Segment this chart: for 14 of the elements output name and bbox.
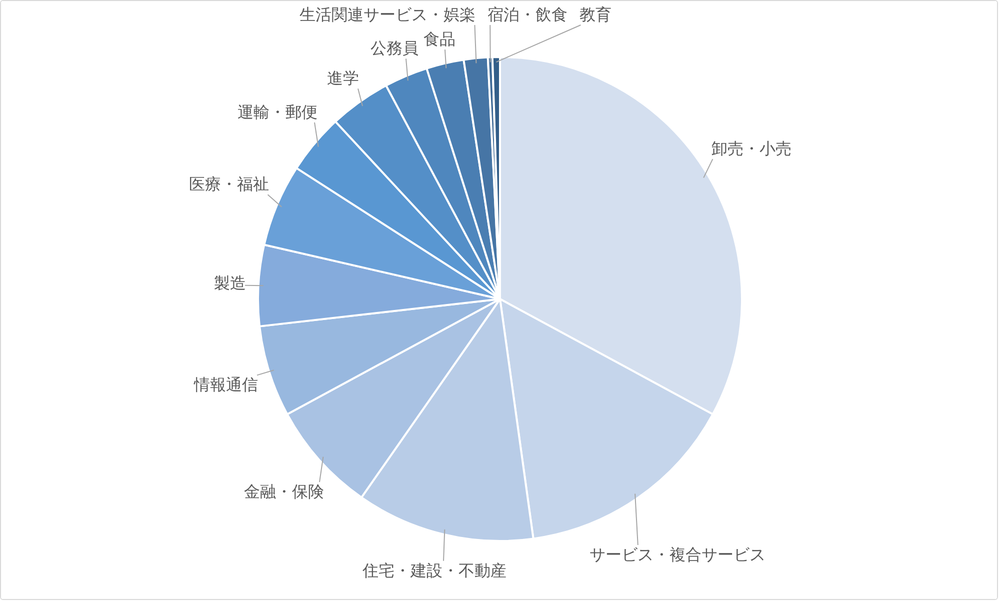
slice-label: 生活関連サービス・娯楽 xyxy=(300,5,476,24)
slice-label: 医療・福祉 xyxy=(188,174,269,194)
slice-label: 情報通信 xyxy=(193,375,258,394)
slice-label: 製造 xyxy=(214,274,246,293)
slice-label: 進学 xyxy=(327,68,360,88)
slice-label: 住宅・建設・不動産 xyxy=(362,560,507,580)
slice-label: サービス・複合サービス xyxy=(590,545,766,564)
slice-label: 教育 xyxy=(580,5,612,24)
slice-label: 運輸・郵便 xyxy=(237,102,318,122)
slice-label: 公務員 xyxy=(370,38,418,58)
slice-label: 金融・保険 xyxy=(244,482,324,502)
slice-label: 卸売・小売 xyxy=(712,139,792,158)
slice-label: 食品 xyxy=(423,30,456,49)
slice-label: 宿泊・飲食 xyxy=(488,5,568,24)
